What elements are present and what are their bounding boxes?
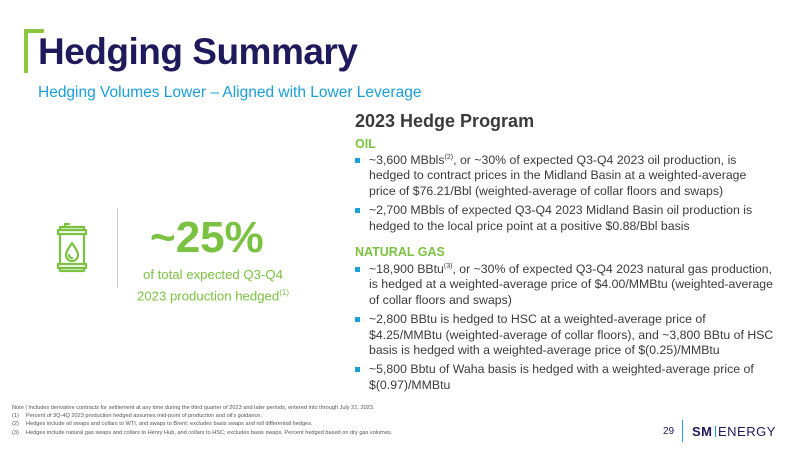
footnote-text: Hedges include oil swaps and collars to … — [26, 421, 313, 428]
bullet-text: ~5,800 Bbtu of Waha basis is hedged with… — [369, 362, 754, 392]
bullet-text: , or ~30% of expected Q3-Q4 2023 oil pro… — [369, 153, 747, 198]
bullet-square-icon — [355, 367, 360, 373]
company-logo: SM ENERGY — [692, 424, 776, 439]
footnote-item: (3) Hedges include natural gas swaps and … — [12, 429, 572, 437]
bullet-text: , or ~30% of expected Q3-Q4 2023 natural… — [369, 262, 773, 307]
list-item: ~2,800 BBtu is hedged to HSC at a weight… — [355, 312, 775, 358]
bullet-square-icon — [355, 267, 360, 272]
footnotes: Note | Includes derivative contracts for… — [12, 404, 572, 437]
footnote-item: (2) Hedges include oil swaps and collars … — [12, 420, 572, 428]
footnote-note: Note | Includes derivative contracts for… — [12, 405, 375, 411]
list-item: ~5,800 Bbtu of Waha basis is hedged with… — [355, 362, 775, 393]
bullet-text: ~2,800 BBtu is hedged to HSC at a weight… — [369, 312, 774, 358]
footnote-ref: (1) — [279, 288, 290, 297]
list-item: ~3,600 MBbls(2), or ~30% of expected Q3-… — [355, 153, 775, 199]
hedged-percent-value: ~25% — [150, 213, 264, 262]
logo-sm: SM — [692, 424, 713, 439]
footnote-number: (2) — [12, 421, 19, 428]
gas-bullet-list: ~18,900 BBtu(3), or ~30% of expected Q3-… — [355, 262, 775, 397]
list-item: ~18,900 BBtu(3), or ~30% of expected Q3-… — [355, 262, 775, 308]
bullet-square-icon — [355, 158, 360, 163]
stat-desc-line2: 2023 production hedged — [136, 288, 280, 304]
footnote-text: Percent of 3Q-4Q 2023 production hedged … — [26, 413, 262, 420]
page-number: 29 — [663, 426, 675, 437]
bullet-square-icon — [355, 208, 360, 214]
page-title: Hedging Summary — [38, 31, 358, 72]
footnote-text: Hedges include natural gas swaps and col… — [26, 429, 393, 436]
footer-divider — [682, 420, 683, 442]
hedged-percent-description: of total expected Q3-Q4 2023 production … — [118, 266, 308, 305]
oil-heading: OIL — [355, 137, 376, 151]
footnote-ref: (3) — [443, 262, 453, 270]
bullet-square-icon — [355, 317, 360, 323]
title-accent-bracket — [24, 29, 44, 73]
stat-divider — [117, 208, 118, 288]
bullet-text: ~18,900 BBtu — [369, 262, 444, 276]
bullet-text: ~3,600 MBbls — [369, 153, 445, 167]
footnote-number: (1) — [12, 413, 19, 420]
footnote-number: (3) — [12, 429, 19, 436]
logo-bar — [714, 426, 716, 437]
stat-desc-line1: of total expected Q3-Q4 — [142, 267, 283, 282]
logo-energy: ENERGY — [718, 424, 776, 439]
natural-gas-heading: NATURAL GAS — [355, 245, 445, 259]
list-item: ~2,700 MBbls of expected Q3-Q4 2023 Midl… — [355, 203, 775, 234]
program-title: 2023 Hedge Program — [355, 111, 535, 131]
footnote-item: (1) Percent of 3Q-4Q 2023 production hedg… — [12, 412, 572, 420]
oil-bullet-list: ~3,600 MBbls(2), or ~30% of expected Q3-… — [355, 153, 775, 238]
oil-barrel-icon — [56, 222, 88, 273]
footnote-ref: (2) — [444, 153, 454, 161]
bullet-text: ~2,700 MBbls of expected Q3-Q4 2023 Midl… — [369, 203, 753, 233]
page-subtitle: Hedging Volumes Lower – Aligned with Low… — [38, 84, 422, 101]
